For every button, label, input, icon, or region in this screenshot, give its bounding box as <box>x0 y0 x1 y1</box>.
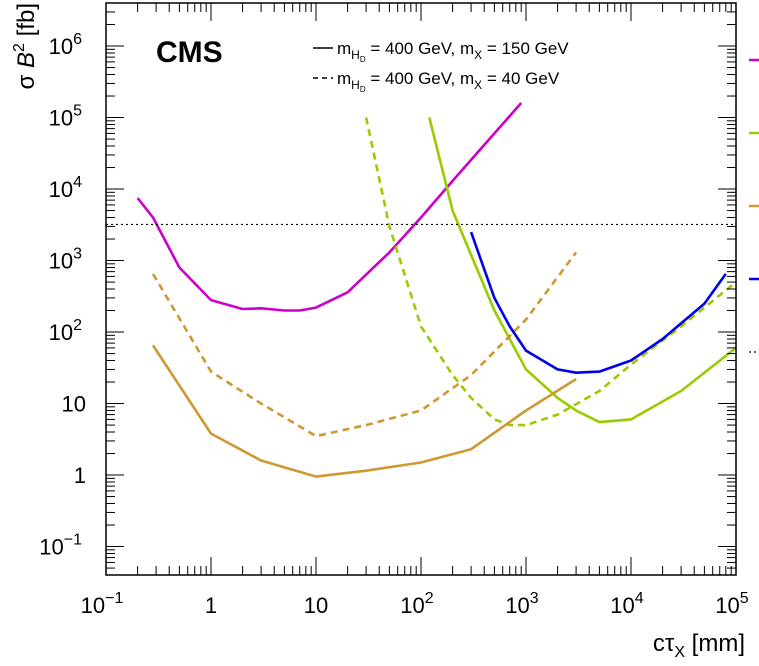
series-orange-dashed-line <box>151 251 578 438</box>
y-tick-label: 104 <box>49 174 82 202</box>
series-green-dashed-line <box>364 117 736 427</box>
y-tick-label: 103 <box>49 246 82 274</box>
y-tick-label: 1 <box>74 463 86 488</box>
x-axis-title: cτX [mm] <box>653 630 745 661</box>
x-tick-label: 104 <box>610 590 643 618</box>
x-tick-label: 10 <box>304 593 328 618</box>
series-blue-solid-line <box>469 231 727 375</box>
y-tick-label: 10 <box>62 392 86 417</box>
series-orange-solid-line <box>151 344 577 478</box>
y-tick-label: 106 <box>49 31 82 59</box>
y-tick-label: 10−1 <box>39 532 82 560</box>
x-tick-label: 102 <box>400 590 433 618</box>
x-tick-label: 1 <box>205 593 217 618</box>
x-tick-label: 105 <box>715 590 748 618</box>
y-axis-title: σ B2 [fb] <box>11 3 40 89</box>
style-legend-label: mHD = 400 GeV, mX = 40 GeV <box>337 69 560 94</box>
style-legend-label: mHD = 400 GeV, mX = 150 GeV <box>337 39 569 64</box>
series-magenta-solid-line <box>136 102 523 312</box>
y-tick-label: 105 <box>49 103 82 131</box>
x-tick-label: 10−1 <box>81 590 124 618</box>
chart-title: CMS <box>156 36 223 69</box>
series-green-solid-line <box>428 117 736 424</box>
x-tick-label: 103 <box>505 590 538 618</box>
y-tick-label: 102 <box>49 317 82 345</box>
